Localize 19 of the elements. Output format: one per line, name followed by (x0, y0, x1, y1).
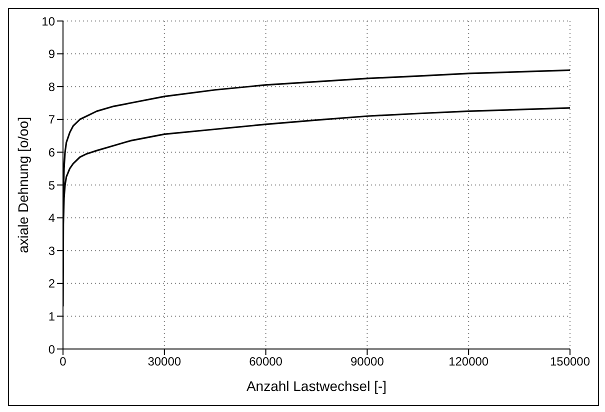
y-tick-label: 6 (48, 145, 56, 160)
y-axis-title: axiale Dehnung [o/oo] (14, 116, 31, 254)
y-tick-label: 10 (42, 14, 56, 28)
x-axis-title: Anzahl Lastwechsel [-] (246, 378, 387, 394)
y-tick-label: 7 (48, 112, 56, 127)
y-tick-label: 8 (48, 80, 56, 94)
y-tick-label: 4 (48, 211, 56, 226)
y-tick-label: 3 (48, 244, 56, 258)
x-tick-label: 90000 (350, 354, 384, 369)
x-tick-label: 150000 (550, 354, 590, 369)
y-tick-label: 2 (48, 276, 56, 291)
x-tick-label: 60000 (249, 354, 283, 369)
x-tick-label: 30000 (148, 354, 182, 369)
y-tick-label: 1 (48, 309, 56, 324)
y-tick-label: 5 (48, 178, 56, 192)
y-tick-label: 0 (48, 342, 56, 356)
x-tick-label: 120000 (448, 354, 489, 369)
y-tick-label: 9 (48, 47, 56, 62)
x-tick-label: 0 (60, 354, 67, 369)
